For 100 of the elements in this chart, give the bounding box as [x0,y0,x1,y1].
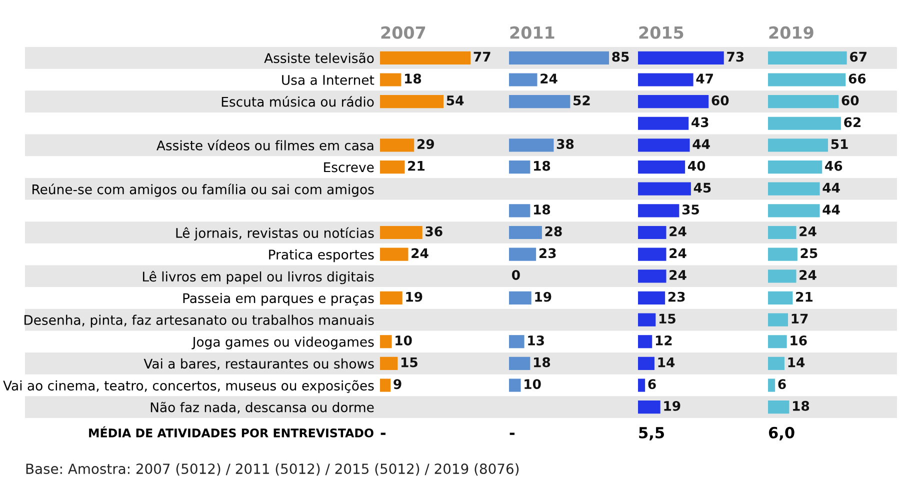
data-label: 45 [694,182,711,193]
bar [638,291,666,305]
y-tick-label: Reúne-se com amigos ou família ou sai com amigos [32,184,374,197]
bar [638,226,666,240]
y-tick-label: Assiste televisão [264,52,374,64]
data-label: 47 [696,74,713,84]
bar [509,335,524,348]
bar [768,356,784,370]
text: Base: Amostra: 2007 (5012) / 2011 (5012) / 2015 (5012) / 2019 (8076) [26,463,519,476]
data-label: 18 [793,400,810,411]
data-label: 38 [556,139,574,150]
data-label: 18 [534,357,550,368]
data-label: 28 [545,226,562,236]
y-tick-label: Lê jornais, revistas ou notícias [176,227,374,241]
data-label: 24 [670,226,686,236]
bar [380,291,402,305]
data-label: 14 [658,357,675,368]
bar [380,248,408,261]
data-label: 23 [668,292,685,302]
bar [768,335,787,348]
bar [380,51,471,64]
bar [638,335,652,348]
bar [768,204,820,218]
data-label: 43 [692,117,708,128]
bar [638,270,666,283]
y-tick-label: Lê livros em papel ou livros digitais [143,270,374,284]
bar [509,356,530,370]
data-label: 19 [664,400,680,411]
bar [768,291,793,305]
bar [638,378,646,392]
bar [380,226,422,240]
bar [380,335,392,348]
data-label: 14 [788,357,805,368]
chart-title: 2007 [381,26,426,39]
data-label: 18 [405,74,422,84]
data-label: 52 [574,95,590,106]
text: - [510,432,515,435]
data-label: 9 [394,379,402,390]
y-tick-label: Passeia em parques e praças [183,292,374,306]
bar [509,160,530,174]
bar [638,51,724,64]
text: 5,5 [639,427,664,440]
y-tick-label: Pratica esportes [269,249,374,262]
data-label: 29 [418,139,434,150]
data-label: 77 [474,52,490,62]
y-tick-label: Não faz nada, descansa ou dorme [150,402,374,414]
bar [768,116,841,130]
y-tick-label: Usa a Internet [282,75,374,85]
y-tick-label: Desenha, pinta, faz artesanato ou trabalhos manuais [24,314,374,328]
data-label: 46 [825,160,842,171]
data-label: 44 [692,139,710,149]
data-label: 44 [822,204,840,214]
bar [509,204,530,218]
data-label: 24 [670,270,686,280]
data-label: 24 [670,248,686,258]
bar [768,73,846,86]
bar [638,356,654,370]
data-label: 18 [534,204,550,215]
y-tick-label: Vai ao cinema, teatro, concertos, museus ou exposições [3,380,374,394]
bar [638,313,656,326]
bar [509,226,542,240]
data-label: 62 [844,117,861,128]
bar [509,73,538,86]
bar [768,226,796,240]
data-label: 21 [796,292,813,302]
bar [768,378,776,392]
bar [638,138,690,152]
data-label: 24 [800,226,816,236]
data-label: 36 [426,226,442,236]
data-label: 85 [612,52,629,62]
bar [638,73,694,86]
data-label: 0 [512,270,520,280]
bar [638,204,680,218]
data-label: 19 [535,292,552,302]
data-label: 24 [800,270,816,280]
bar [768,270,796,283]
bar [768,313,788,326]
bar [638,160,686,174]
data-label: 73 [727,52,744,62]
text: 6,0 [768,426,794,440]
bar [638,116,689,130]
data-label: 40 [688,160,706,171]
y-tick-label: Escreve [324,162,374,172]
data-label: 10 [524,379,541,390]
bar [638,95,709,108]
data-label: 17 [792,314,808,324]
bar [509,248,536,261]
data-label: 25 [800,248,818,258]
bar [509,138,554,152]
bar [768,182,820,196]
data-label: 60 [712,95,729,106]
bar [768,51,847,64]
data-label: 15 [401,357,418,368]
bar [380,95,444,108]
y-tick-label: Escuta música ou rádio [222,96,374,107]
bar [380,356,398,370]
data-label: 6 [778,379,786,390]
chart-title: 2015 [639,26,684,39]
data-label: 67 [850,52,866,62]
text: - [380,432,386,435]
